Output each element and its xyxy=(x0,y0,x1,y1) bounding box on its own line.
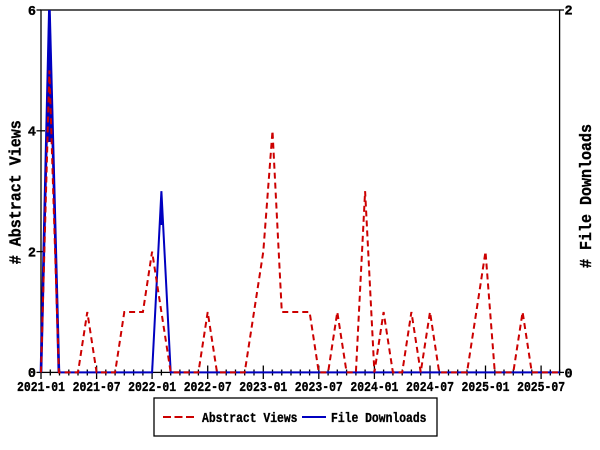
svg-text:File Downloads: File Downloads xyxy=(331,412,427,427)
svg-text:2022-07: 2022-07 xyxy=(184,381,232,396)
svg-text:2023-01: 2023-01 xyxy=(239,381,287,396)
svg-text:2025-01: 2025-01 xyxy=(462,381,510,396)
svg-text:4: 4 xyxy=(28,126,36,141)
svg-text:0: 0 xyxy=(565,367,573,382)
svg-text:2023-07: 2023-07 xyxy=(295,381,343,396)
svg-text:2024-07: 2024-07 xyxy=(406,381,454,396)
svg-text:2: 2 xyxy=(565,4,573,19)
svg-text:2022-01: 2022-01 xyxy=(128,381,176,396)
svg-text:2021-01: 2021-01 xyxy=(17,381,65,396)
svg-text:2021-07: 2021-07 xyxy=(73,381,121,396)
svg-text:# File Downloads: # File Downloads xyxy=(577,124,596,268)
svg-text:2: 2 xyxy=(28,246,36,261)
svg-text:Abstract Views: Abstract Views xyxy=(202,412,298,427)
svg-text:2024-01: 2024-01 xyxy=(350,381,398,396)
svg-text:# Abstract Views: # Abstract Views xyxy=(7,120,26,264)
svg-text:2025-07: 2025-07 xyxy=(517,381,565,396)
svg-text:0: 0 xyxy=(28,367,36,382)
svg-text:6: 6 xyxy=(28,5,36,20)
